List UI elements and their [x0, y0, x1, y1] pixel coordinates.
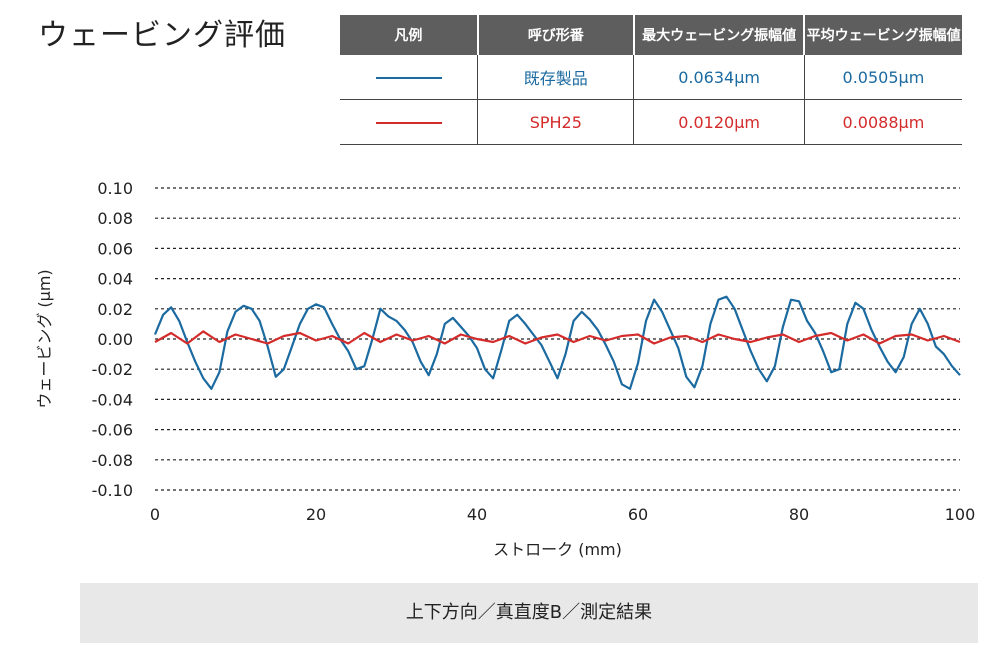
x-tick-label: 80 [789, 505, 809, 524]
legend-max-value: 0.0120μm [633, 99, 805, 145]
blue-line-swatch [375, 77, 442, 79]
x-tick-label: 60 [628, 505, 648, 524]
grid [155, 187, 960, 461]
legend-header-row: 凡例 呼び形番 最大ウェービング振幅値 平均ウェービング振幅値 [340, 15, 962, 55]
y-tick-label: -0.02 [92, 360, 133, 379]
page-title: ウェービング評価 [38, 18, 286, 53]
series-line-0 [153, 295, 961, 390]
legend-header-avg: 平均ウェービング振幅値 [804, 15, 962, 55]
legend-avg-value: 0.0505μm [804, 55, 962, 100]
y-tick-label: -0.04 [92, 390, 133, 409]
legend-model-name: 既存製品 [477, 55, 635, 100]
footer-caption: 上下方向／真直度B／測定結果 [80, 583, 978, 643]
legend-header-legend: 凡例 [340, 15, 479, 55]
legend-row-sph25: SPH25 0.0120μm 0.0088μm [340, 99, 962, 145]
x-tick-label: 40 [467, 505, 487, 524]
y-tick-label: 0.00 [97, 330, 133, 349]
y-tick-label: 0.10 [97, 179, 133, 198]
legend-row-existing: 既存製品 0.0634μm 0.0505μm [340, 55, 962, 100]
y-tick-labels: 0.10 0.08 0.06 0.04 0.02 0.00 -0.02 -0.04 -0.06 -… [92, 179, 133, 500]
series-lines [153, 295, 961, 390]
y-tick-label: 0.02 [97, 300, 133, 319]
legend-table: 凡例 呼び形番 最大ウェービング振幅値 平均ウェービング振幅値 既存製品 0.0… [340, 15, 962, 145]
waving-chart: 0.10 0.08 0.06 0.04 0.02 0.00 -0.02 -0.04 -0.06 -… [35, 179, 975, 559]
x-tick-labels: 0 20 40 60 80 100 [150, 505, 975, 524]
y-tick-label: -0.08 [92, 451, 133, 470]
legend-avg-value: 0.0088μm [804, 99, 962, 145]
x-tick-label: 20 [306, 505, 326, 524]
y-axis-label: ウェービング (μm) [35, 269, 54, 408]
legend-header-max: 最大ウェービング振幅値 [633, 15, 806, 55]
legend-swatch-cell [340, 99, 479, 145]
y-tick-label: 0.06 [97, 239, 133, 258]
x-axis-label: ストローク (mm) [493, 540, 622, 559]
legend-header-model: 呼び形番 [477, 15, 635, 55]
legend-swatch-cell [340, 55, 479, 100]
legend-model-name: SPH25 [477, 99, 635, 145]
y-tick-label: -0.06 [92, 421, 133, 440]
y-tick-label: -0.10 [92, 481, 133, 500]
y-tick-label: 0.04 [97, 270, 133, 289]
x-tick-label: 0 [150, 505, 160, 524]
red-line-swatch [375, 122, 442, 124]
x-tick-label: 100 [945, 505, 976, 524]
series-line-1 [154, 330, 961, 345]
y-tick-label: 0.08 [97, 209, 133, 228]
legend-max-value: 0.0634μm [633, 55, 805, 100]
